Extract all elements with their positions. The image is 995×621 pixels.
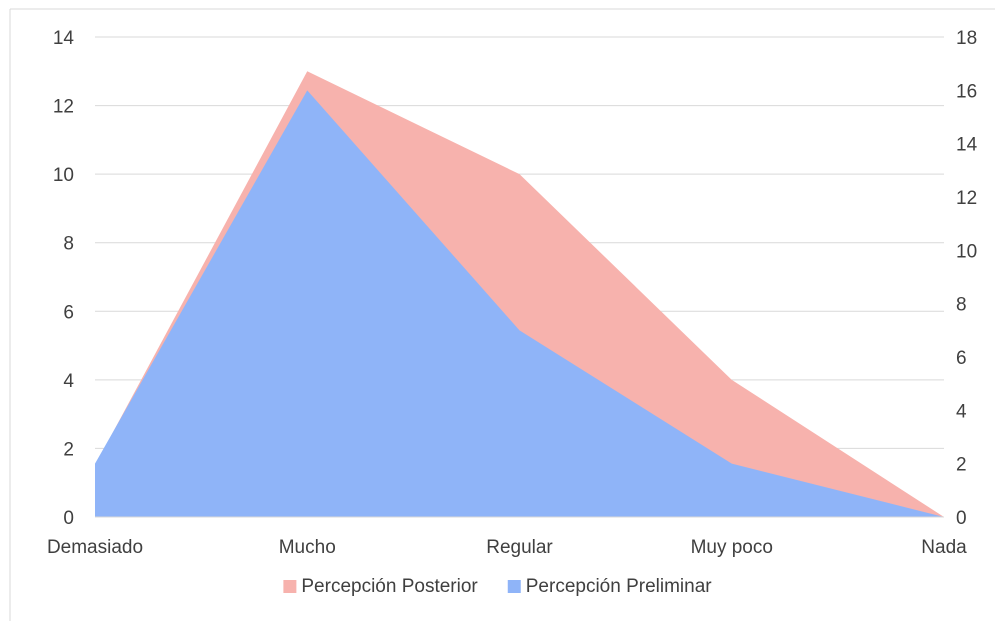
y-axis-right: 0 2 4 6 8 10 12 14 16 18: [956, 28, 978, 529]
y-left-tick-label: 2: [63, 439, 74, 460]
y-right-tick-label: 18: [956, 28, 977, 49]
y-axis-left: 0 2 4 6 8 10 12 14: [53, 28, 75, 529]
chart-frame: [9, 8, 995, 621]
y-left-tick-label: 14: [53, 28, 75, 49]
legend-label: Percepción Posterior: [301, 576, 478, 597]
x-tick-label: Mucho: [279, 537, 336, 558]
legend-swatch: [507, 580, 521, 593]
legend-item: Percepción Posterior: [283, 576, 478, 597]
plot-areas: [95, 71, 944, 518]
x-tick-label: Demasiado: [47, 537, 143, 558]
x-axis: Demasiado Mucho Regular Muy poco Nada: [47, 537, 967, 558]
y-right-tick-label: 2: [956, 455, 967, 476]
x-tick-label: Muy poco: [691, 537, 773, 558]
x-tick-label: Regular: [486, 537, 553, 558]
y-left-tick-label: 10: [53, 165, 74, 186]
y-left-tick-label: 12: [53, 97, 74, 118]
y-right-tick-label: 0: [956, 508, 967, 529]
y-right-tick-label: 8: [956, 295, 967, 316]
y-right-tick-label: 10: [956, 241, 977, 262]
legend-swatch: [283, 580, 297, 593]
y-right-tick-label: 4: [956, 401, 967, 422]
x-tick-label: Nada: [921, 537, 967, 558]
y-left-tick-label: 8: [63, 234, 74, 255]
y-right-tick-label: 6: [956, 348, 967, 369]
y-left-tick-label: 4: [63, 371, 74, 392]
y-left-tick-label: 6: [63, 302, 74, 323]
legend-item: Percepción Preliminar: [507, 576, 713, 597]
y-right-tick-label: 14: [956, 135, 978, 156]
legend: Percepción Posterior Percepción Prelimina…: [283, 576, 712, 597]
legend-label: Percepción Preliminar: [526, 576, 713, 597]
y-left-tick-label: 0: [63, 508, 74, 529]
y-right-tick-label: 12: [956, 188, 977, 209]
area-percepcion-preliminar: [95, 90, 944, 517]
y-right-tick-label: 16: [956, 81, 977, 102]
